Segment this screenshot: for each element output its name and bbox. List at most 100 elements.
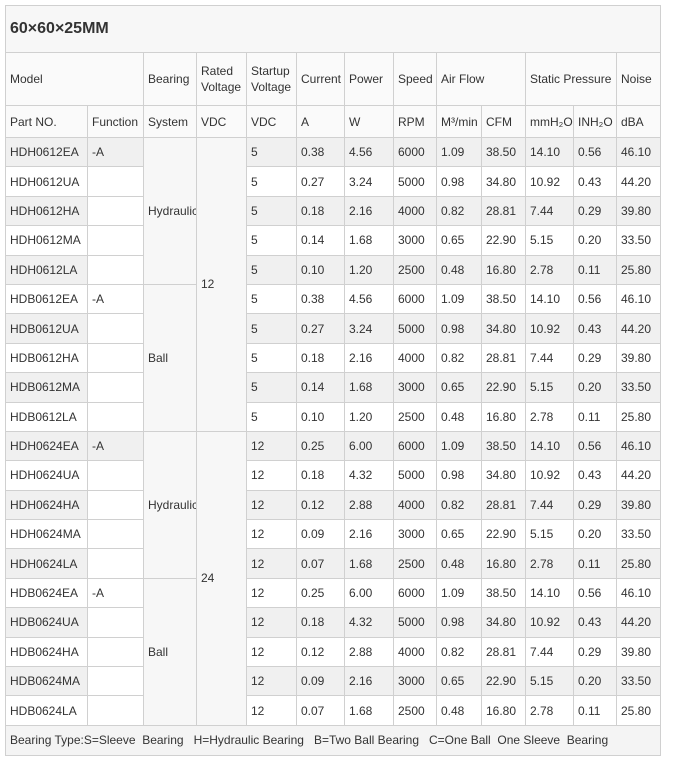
spec-inh2o: 0.11 <box>573 548 617 579</box>
part-number: HDH0624MA <box>5 519 88 550</box>
spec-current: 0.14 <box>296 372 345 403</box>
function: -A <box>87 577 144 609</box>
spec-rpm: 2500 <box>393 254 437 285</box>
spec-dba: 46.10 <box>615 136 662 168</box>
spec-power: 1.20 <box>344 254 394 285</box>
unit-cell: mmH₂O <box>525 105 574 138</box>
spec-inh2o: 0.11 <box>573 695 617 726</box>
spec-m3min: 0.65 <box>436 666 482 697</box>
part-number: HDB0612HA <box>5 342 88 374</box>
spec-power: 2.16 <box>344 342 394 374</box>
spec-m3min: 0.65 <box>436 519 482 550</box>
startup-voltage: 5 <box>246 372 297 403</box>
spec-mmh2o: 14.10 <box>525 430 574 462</box>
spec-mmh2o: 5.15 <box>525 372 574 403</box>
function <box>87 548 144 579</box>
spec-dba: 39.80 <box>615 489 662 521</box>
spec-dba: 39.80 <box>615 342 662 374</box>
function <box>87 489 144 521</box>
spec-mmh2o: 10.92 <box>525 166 574 197</box>
spec-rpm: 4000 <box>393 636 437 668</box>
startup-voltage: 12 <box>246 489 297 521</box>
spec-power: 2.16 <box>344 666 394 697</box>
data-row: HDB0612UA 5 0.27 3.24 5000 0.98 34.80 10.92 0.43… <box>5 313 662 344</box>
data-row: HDH0612EA -A Hydraulic 12 5 0.38 4.56 6000 1.09 3… <box>5 136 662 432</box>
unit-cell: System <box>143 105 197 138</box>
function <box>87 607 144 638</box>
spec-m3min: 0.82 <box>436 342 482 374</box>
spec-mmh2o: 7.44 <box>525 342 574 374</box>
unit-cell: M³/min <box>436 105 482 138</box>
spec-cfm: 34.80 <box>481 313 526 344</box>
function: -A <box>87 136 144 168</box>
spec-mmh2o: 10.92 <box>525 607 574 638</box>
function <box>87 372 144 403</box>
spec-rpm: 5000 <box>393 607 437 638</box>
data-row: HDH0612UA 5 0.27 3.24 5000 0.98 34.80 10.92 0.43… <box>5 166 662 197</box>
spec-dba: 25.80 <box>615 254 662 285</box>
startup-voltage: 12 <box>246 636 297 668</box>
function <box>87 166 144 197</box>
startup-voltage: 5 <box>246 342 297 374</box>
spec-inh2o: 0.29 <box>573 342 617 374</box>
bearing-system: Hydraulic <box>143 137 197 285</box>
spec-mmh2o: 10.92 <box>525 460 574 491</box>
table-body: 60×60×25MM Model Bearing Rated Voltage S… <box>4 5 662 756</box>
header-cell: Noise <box>615 52 662 106</box>
data-row: HDB0612MA 5 0.14 1.68 3000 0.65 22.90 5.15 0.20 3… <box>5 372 662 403</box>
spec-current: 0.27 <box>296 313 345 344</box>
spec-mmh2o: 7.44 <box>525 489 574 521</box>
part-number: HDH0624HA <box>5 489 88 521</box>
part-number: HDH0624EA <box>5 430 88 462</box>
spec-dba: 44.20 <box>615 607 662 638</box>
spec-m3min: 0.48 <box>436 401 482 432</box>
spec-m3min: 0.65 <box>436 372 482 403</box>
spec-cfm: 16.80 <box>481 548 526 579</box>
spec-cfm: 28.81 <box>481 636 526 668</box>
function <box>87 695 144 726</box>
spec-mmh2o: 2.78 <box>525 548 574 579</box>
spec-m3min: 0.48 <box>436 548 482 579</box>
startup-voltage: 5 <box>246 283 297 315</box>
spec-inh2o: 0.43 <box>573 460 617 491</box>
spec-power: 3.24 <box>344 166 394 197</box>
function <box>87 195 144 227</box>
footer-row: Bearing Type:S=Sleeve Bearing H=Hydrauli… <box>4 724 662 756</box>
spec-power: 2.16 <box>344 519 394 550</box>
spec-inh2o: 0.56 <box>573 577 617 609</box>
spec-m3min: 0.98 <box>436 607 482 638</box>
spec-cfm: 28.81 <box>481 489 526 521</box>
part-number: HDB0624MA <box>5 666 88 697</box>
header-cell: Power <box>344 52 394 106</box>
rated-voltage: 12 <box>196 137 247 432</box>
unit-cell: dBA <box>615 105 662 138</box>
spec-current: 0.09 <box>296 519 345 550</box>
data-row: HDB0612HA 5 0.18 2.16 4000 0.82 28.81 7.44 0.29 3… <box>5 342 662 374</box>
startup-voltage: 5 <box>246 225 297 256</box>
function <box>87 460 144 491</box>
startup-voltage: 5 <box>246 166 297 197</box>
part-number: HDH0624LA <box>5 548 88 579</box>
function <box>87 666 144 697</box>
spec-cfm: 16.80 <box>481 695 526 726</box>
part-number: HDB0612UA <box>5 313 88 344</box>
spec-dba: 25.80 <box>615 401 662 432</box>
data-row: HDH0612MA 5 0.14 1.68 3000 0.65 22.90 5.15 0.20 3… <box>5 225 662 256</box>
spec-power: 1.68 <box>344 695 394 726</box>
unit-cell: CFM <box>481 105 526 138</box>
spec-m3min: 1.09 <box>436 430 482 462</box>
spec-current: 0.25 <box>296 430 345 462</box>
unit-cell: VDC <box>246 105 297 138</box>
startup-voltage: 12 <box>246 519 297 550</box>
spec-power: 1.68 <box>344 225 394 256</box>
spec-mmh2o: 2.78 <box>525 254 574 285</box>
data-row: HDB0624MA 12 0.09 2.16 3000 0.65 22.90 5.15 0.20… <box>5 666 662 697</box>
spec-cfm: 28.81 <box>481 195 526 227</box>
spec-cfm: 22.90 <box>481 519 526 550</box>
spec-current: 0.27 <box>296 166 345 197</box>
startup-voltage: 12 <box>246 460 297 491</box>
data-row: HDB0624HA 12 0.12 2.88 4000 0.82 28.81 7.44 0.29… <box>5 636 662 668</box>
data-row: HDH0624HA 12 0.12 2.88 4000 0.82 28.81 7.44 0.29… <box>5 489 662 521</box>
part-number: HDB0612MA <box>5 372 88 403</box>
spec-power: 3.24 <box>344 313 394 344</box>
